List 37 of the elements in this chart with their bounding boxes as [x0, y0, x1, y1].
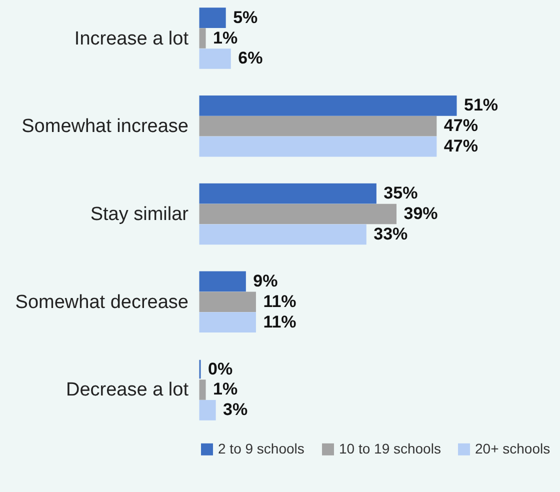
data-label: 39%: [404, 204, 438, 223]
bar: [199, 292, 256, 312]
data-label: 1%: [213, 28, 238, 48]
data-label: 6%: [238, 48, 263, 68]
legend-label: 2 to 9 schools: [218, 440, 304, 456]
data-label: 33%: [374, 224, 408, 244]
y-tick-label: Decrease a lot: [66, 380, 190, 401]
bar: [199, 271, 246, 292]
data-label: 11%: [263, 292, 296, 311]
bar: [199, 96, 457, 116]
data-label: 9%: [253, 271, 278, 290]
y-tick-label: Somewhat decrease: [15, 292, 188, 313]
data-label: 5%: [233, 8, 258, 27]
bar: [199, 183, 376, 204]
bar: [199, 8, 226, 28]
bar: [199, 380, 206, 400]
bar: [199, 224, 366, 245]
data-label: 3%: [223, 400, 248, 420]
data-label: 47%: [444, 116, 478, 136]
legend-label: 20+ schools: [475, 440, 550, 456]
data-label: 51%: [464, 96, 498, 115]
data-label: 47%: [444, 136, 478, 156]
bar: [199, 204, 397, 224]
y-tick-label: Increase a lot: [74, 28, 190, 50]
y-tick-label: Somewhat increase: [22, 116, 188, 138]
bar: [199, 312, 256, 332]
bar: [199, 28, 206, 48]
bar: [199, 400, 216, 420]
bar: [199, 136, 437, 157]
data-label: 35%: [384, 184, 418, 203]
bar: [199, 116, 437, 136]
y-tick-label: Stay similar: [90, 204, 190, 225]
data-label: 11%: [263, 312, 296, 332]
bar: [199, 48, 231, 69]
data-label: 0%: [208, 359, 233, 378]
legend-label: 10 to 19 schools: [339, 440, 441, 456]
data-label: 1%: [213, 380, 238, 399]
